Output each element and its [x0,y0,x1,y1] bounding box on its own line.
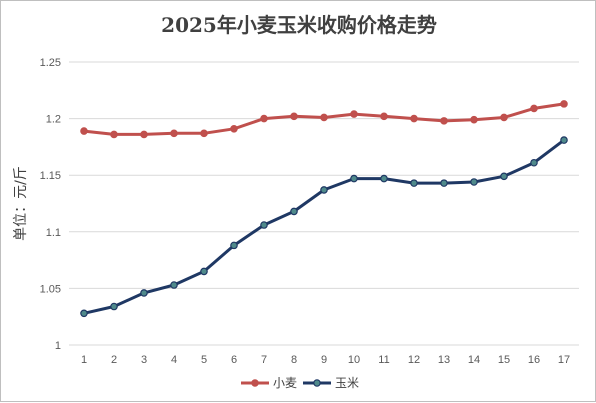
data-point-1-3 [140,289,148,297]
x-tick-label-1: 1 [81,354,87,366]
y-tick-label-1: 1.05 [40,283,61,295]
data-point-0-5 [200,129,208,138]
data-point-0-10 [350,110,358,118]
data-point-1-14 [470,178,478,186]
x-tick-label-9: 9 [321,354,327,366]
x-tick-label-8: 8 [291,354,297,366]
chart-title: 2025年小麦玉米收购价格走势 [161,13,437,37]
x-tick-label-13: 13 [438,354,450,366]
data-point-0-6 [230,124,238,133]
series-line-1 [82,138,566,315]
data-point-0-8 [290,112,298,121]
data-point-1-10 [350,174,358,183]
data-point-1-11 [380,174,388,183]
data-point-1-12 [410,179,418,187]
data-point-0-16 [530,104,538,113]
data-point-0-4 [170,129,178,138]
legend-marker-0 [251,379,259,387]
x-tick-label-4: 4 [171,354,177,366]
data-point-1-9 [320,186,328,194]
data-point-1-15 [500,172,508,181]
legend-label-0: 小麦 [273,376,297,390]
x-tick-label-14: 14 [468,354,480,366]
x-tick-label-2: 2 [111,354,117,366]
data-point-0-2 [110,130,118,139]
y-tick-label-0: 1 [55,340,61,352]
data-point-0-14 [470,115,478,124]
x-tick-label-17: 17 [558,354,570,366]
x-tick-label-15: 15 [498,354,510,366]
y-tick-label-4: 1.2 [46,114,61,126]
data-point-0-11 [380,112,388,121]
data-point-1-6 [230,241,238,250]
y-tick-label-2: 1.1 [46,227,61,239]
x-tick-label-12: 12 [408,354,420,366]
x-tick-label-16: 16 [528,354,540,366]
data-point-0-12 [410,114,418,123]
data-point-1-16 [530,158,538,167]
data-point-0-9 [320,113,328,122]
data-point-0-15 [500,113,508,122]
data-point-1-1 [80,309,88,318]
data-point-1-17 [560,136,568,144]
x-tick-label-10: 10 [348,354,360,366]
data-point-0-1 [80,127,88,135]
data-point-1-2 [110,302,118,311]
x-tick-label-11: 11 [378,354,389,366]
legend-label-1: 玉米 [335,376,359,390]
y-tick-label-5: 1.25 [40,57,61,69]
data-point-1-5 [200,267,208,276]
data-point-1-13 [440,179,448,187]
data-point-0-17 [560,100,568,108]
x-tick-label-3: 3 [141,354,147,366]
data-point-1-4 [170,281,178,289]
data-point-0-3 [140,130,148,139]
y-tick-label-3: 1.15 [40,170,61,182]
x-tick-label-6: 6 [231,354,237,366]
y-axis-label: 单位：元/斤 [13,166,29,241]
x-tick-label-7: 7 [261,354,267,366]
x-tick-label-5: 5 [201,354,207,366]
data-point-0-7 [260,114,268,123]
legend-marker-1 [313,379,321,387]
data-point-0-13 [440,117,448,125]
data-point-1-7 [260,221,268,229]
data-point-1-8 [290,207,298,216]
